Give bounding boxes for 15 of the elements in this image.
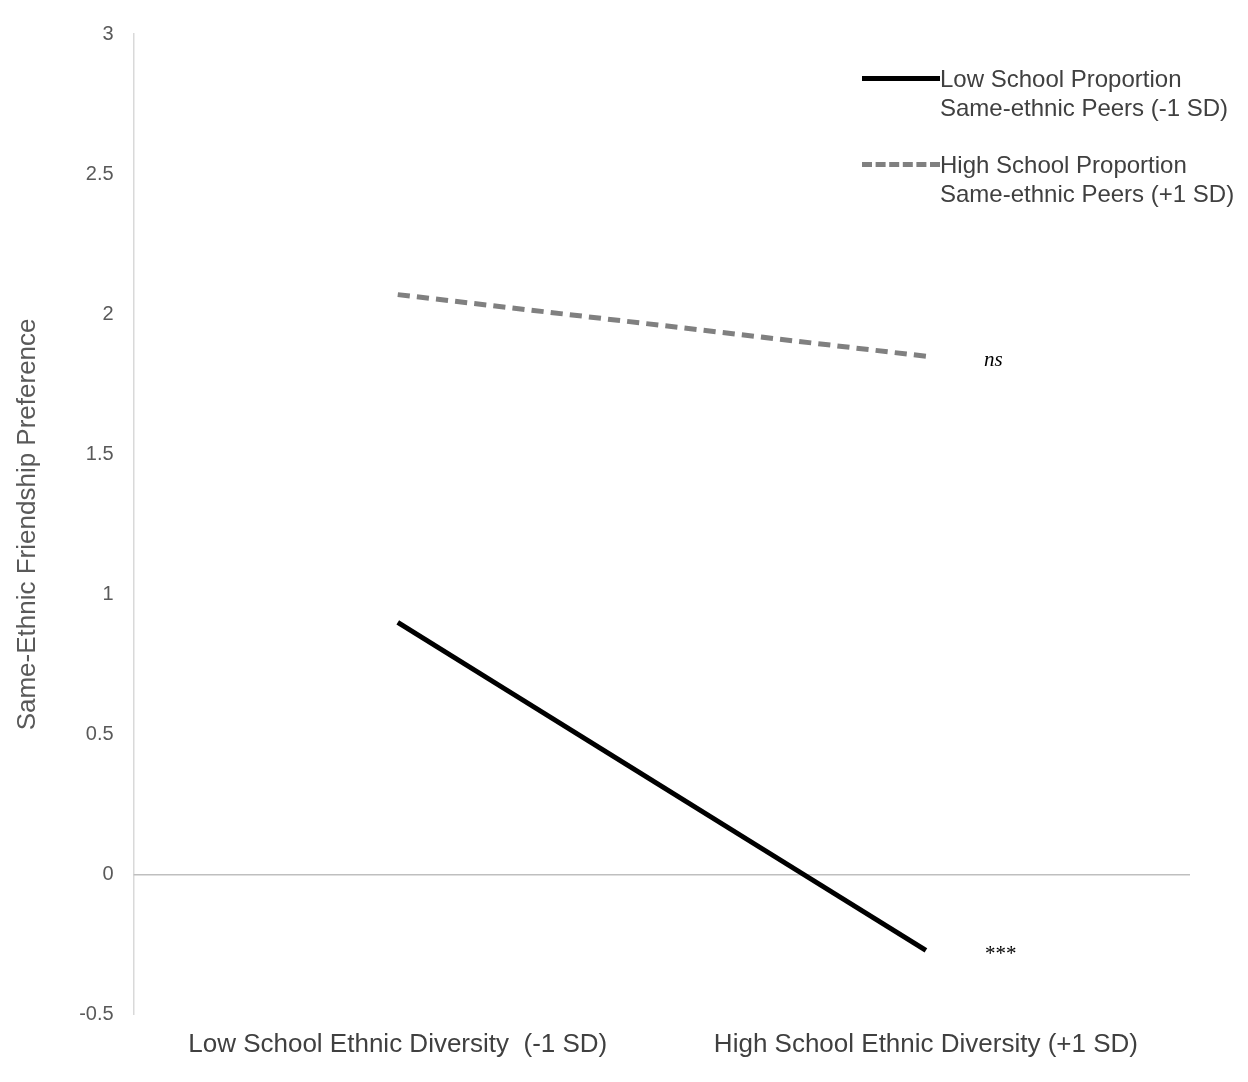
y-tick-label: 1.5 (85, 441, 114, 464)
x-tick-label: High School Ethnic Diversity (+1 SD) (713, 1027, 1138, 1058)
x-tick-label: Low School Ethnic Diversity (-1 SD) (188, 1027, 608, 1058)
annotation: ns (983, 346, 1003, 371)
annotation: *** (983, 940, 1016, 965)
y-tick-label: 1 (102, 581, 114, 604)
y-tick-label: -0.5 (79, 1002, 114, 1025)
y-tick-label: 0.5 (85, 722, 114, 745)
legend-label: High School Proportion Same-ethnic Peers (+1 SD) (940, 150, 1236, 208)
legend-label: Low School Proportion Same-ethnic Peers (-1 SD) (940, 64, 1230, 122)
y-tick-label: 3 (102, 21, 114, 44)
y-tick-label: 2 (102, 301, 114, 324)
y-tick-label: 0 (102, 862, 114, 885)
y-axis-title: Same-Ethnic Friendship Preference (10, 318, 41, 731)
y-tick-label: 2.5 (85, 161, 114, 184)
